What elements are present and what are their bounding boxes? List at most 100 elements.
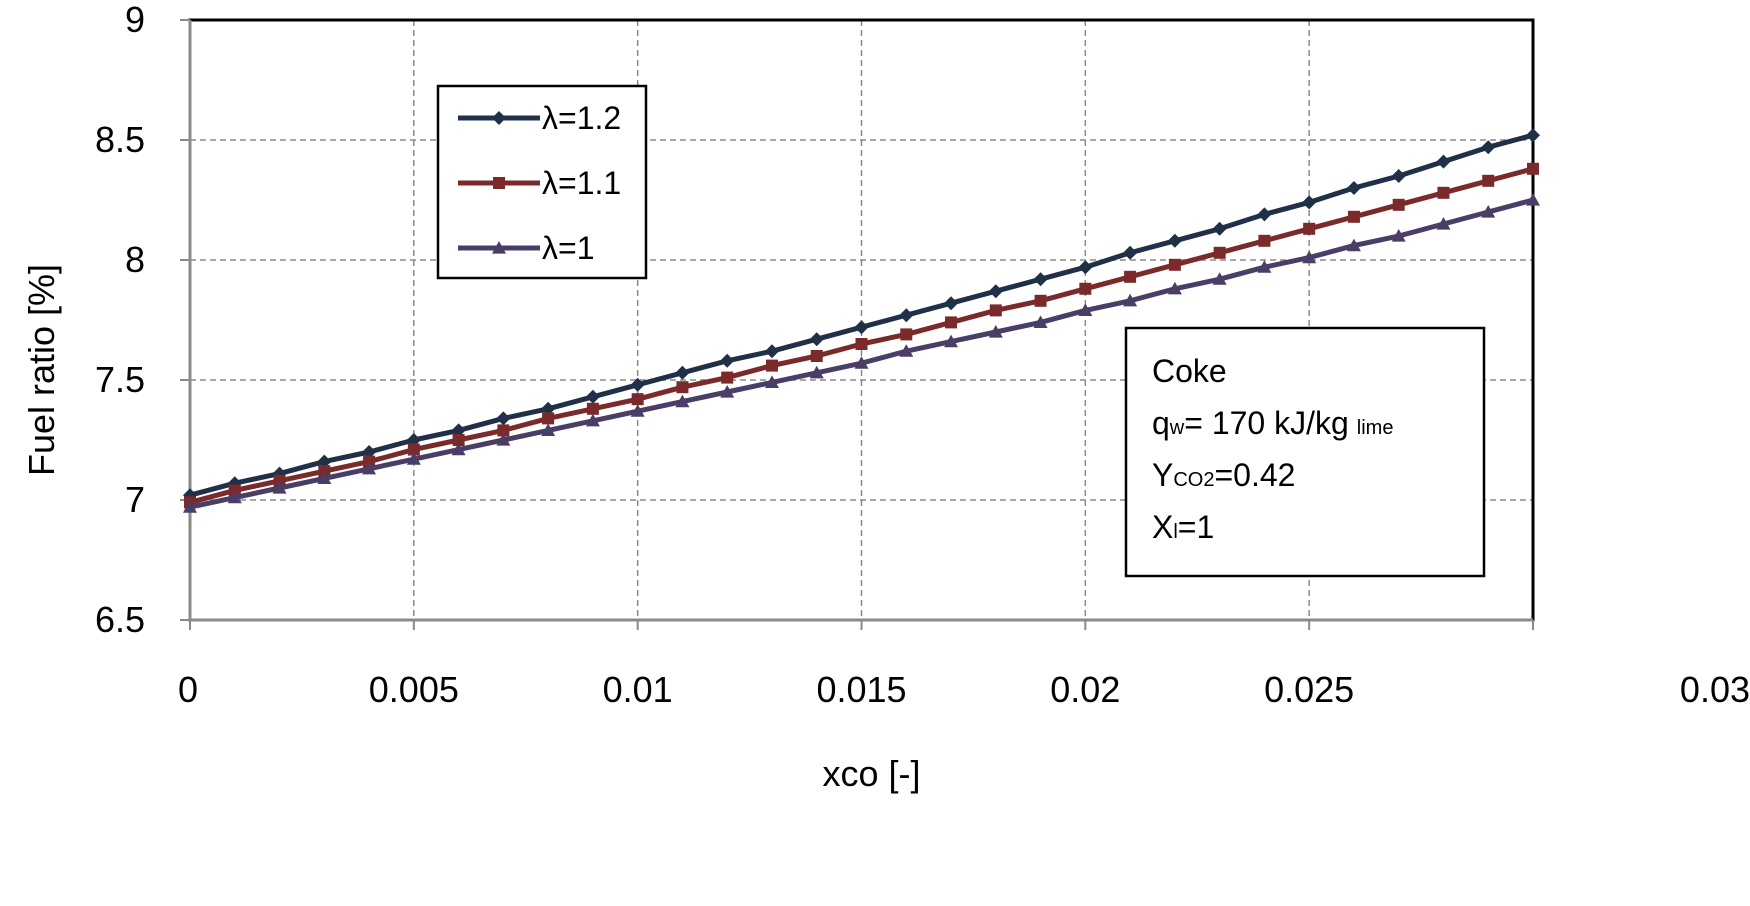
data-point: [1436, 154, 1451, 169]
data-point: [586, 402, 599, 415]
x-tick-label: 0.025: [1264, 669, 1354, 710]
data-point: [452, 434, 465, 446]
series-1: [183, 128, 1540, 503]
data-point: [183, 500, 197, 513]
annotation-y-sub: CO2: [1173, 469, 1214, 491]
data-point: [1079, 282, 1092, 295]
data-point: [1302, 250, 1317, 264]
data-point: [362, 445, 377, 459]
annotation-x-sub: l: [1173, 521, 1177, 543]
data-point: [809, 332, 824, 347]
annotation-y-value: =0.42: [1214, 457, 1295, 493]
y-axis-title: Fuel ratio [%]: [21, 264, 62, 476]
data-point: [1392, 198, 1405, 211]
data-point: [585, 413, 600, 427]
data-point: [988, 284, 1003, 299]
series-3: [183, 193, 1540, 513]
legend-label: λ=1.2: [542, 100, 621, 136]
data-point: [1436, 217, 1451, 230]
y-tick-labels: 6.5 7 7.5 8 8.5 9: [95, 0, 145, 640]
data-point: [1257, 260, 1272, 273]
data-point: [1481, 205, 1496, 218]
data-point: [451, 442, 466, 456]
data-point: [318, 465, 331, 478]
data-point: [765, 359, 778, 372]
series-group: [183, 128, 1540, 513]
data-point: [764, 375, 779, 388]
x-tick-label: 0.005: [369, 669, 459, 710]
annotation-x-value: =1: [1178, 509, 1214, 545]
data-point: [809, 365, 824, 379]
x-tick-labels: 0 0.005 0.01 0.015 0.02 0.025 0.03: [178, 669, 1750, 710]
data-point: [900, 328, 913, 341]
y-tick-label: 8: [125, 239, 145, 280]
x-tick-label: 0.03: [1680, 669, 1750, 710]
data-point: [1167, 233, 1182, 248]
annotation-q-line: qw= 170 kJ/kg lime: [1152, 405, 1393, 441]
annotation-y-line: YCO2=0.42: [1152, 457, 1295, 493]
data-point: [945, 316, 958, 329]
data-point: [630, 404, 645, 417]
data-point: [1391, 229, 1406, 242]
legend-label: λ=1: [542, 230, 594, 266]
data-point: [989, 304, 1002, 317]
data-point: [273, 474, 286, 487]
data-point: [541, 401, 556, 416]
data-point: [1034, 294, 1047, 307]
data-point: [1302, 195, 1317, 210]
data-point: [1347, 210, 1360, 223]
annotation-x-line: Xl=1: [1152, 509, 1214, 545]
y-tick-label: 6.5: [95, 599, 145, 640]
annotation-q-value: = 170 kJ/kg: [1184, 405, 1349, 441]
data-point: [228, 484, 241, 497]
annotation-title: Coke: [1152, 353, 1227, 389]
data-point: [1527, 162, 1539, 175]
x-tick-label: 0: [178, 669, 198, 710]
y-tick-label: 7.5: [95, 359, 145, 400]
data-point: [272, 481, 287, 494]
data-point: [676, 381, 689, 394]
legend: λ=1.2 λ=1.1 λ=1: [436, 84, 648, 280]
annotation-frame: [1124, 326, 1486, 578]
data-point: [1078, 260, 1093, 275]
axes: [180, 19, 1534, 630]
data-point: [406, 452, 421, 465]
legend-marker: [493, 177, 505, 189]
series-2: [184, 162, 1539, 509]
data-point: [899, 308, 914, 323]
data-point: [675, 365, 690, 380]
y-tick-label: 7: [125, 479, 145, 520]
data-point: [855, 338, 868, 350]
data-point: [406, 433, 421, 447]
annotation-q-unit: lime: [1357, 417, 1394, 439]
data-point: [1481, 140, 1496, 155]
y-tick-label: 8.5: [95, 119, 145, 160]
data-point: [1212, 221, 1227, 236]
data-point: [630, 377, 645, 392]
legend-marker: [492, 111, 506, 125]
x-tick-label: 0.01: [603, 669, 673, 710]
annotation-x-main: X: [1152, 509, 1173, 545]
data-point: [1346, 181, 1361, 195]
data-point: [1257, 207, 1272, 222]
data-point: [1124, 270, 1137, 283]
data-point: [1033, 272, 1048, 287]
data-point: [1437, 186, 1450, 199]
annotation-box: Coke qw= 170 kJ/kg lime YCO2=0.42 Xl=1: [1124, 326, 1486, 578]
data-point: [764, 344, 779, 359]
data-point: [1526, 128, 1540, 143]
data-point: [631, 393, 644, 406]
legend-label: λ=1.1: [542, 165, 621, 201]
data-point: [854, 320, 869, 335]
x-tick-label: 0.02: [1050, 669, 1120, 710]
data-point: [988, 325, 1003, 338]
data-point: [721, 371, 734, 384]
y-tick-label: 9: [125, 0, 145, 40]
data-point: [944, 334, 959, 348]
data-point: [407, 443, 420, 456]
data-point: [1167, 281, 1182, 295]
annotation-q-main: q: [1152, 405, 1170, 441]
data-point: [1033, 315, 1048, 328]
legend-marker: [492, 241, 506, 254]
